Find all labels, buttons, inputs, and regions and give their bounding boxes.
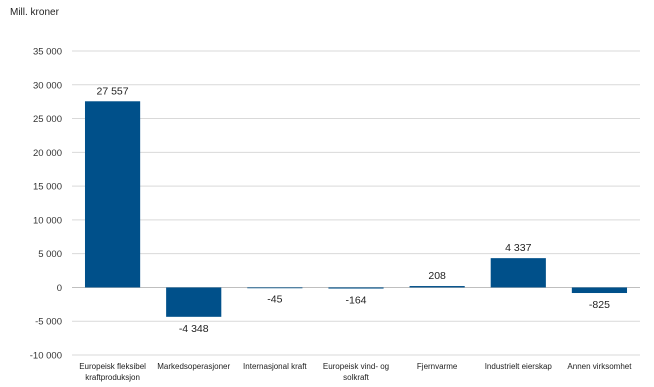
data-label: 4 337 [505, 242, 531, 254]
x-category-label: Europeisk vind- og [323, 362, 389, 371]
y-tick-label: -5 000 [35, 317, 62, 328]
data-label: 208 [428, 270, 446, 282]
data-label: -45 [267, 294, 282, 306]
bar [166, 287, 222, 317]
bar [490, 258, 546, 288]
y-tick-label: 35 000 [33, 47, 62, 58]
x-category-label: solkraft [343, 373, 370, 382]
data-label: -164 [345, 295, 366, 307]
bar [247, 287, 303, 289]
y-axis-unit-label: Mill. kroner [10, 7, 59, 18]
y-tick-label: 5 000 [38, 249, 62, 260]
data-label: -825 [589, 299, 610, 311]
x-category-label: Europeisk fleksibel [79, 362, 146, 371]
x-category-label: Internasjonal kraft [243, 362, 307, 371]
y-tick-label: 30 000 [33, 80, 62, 91]
y-tick-label: 10 000 [33, 215, 62, 226]
bar [571, 287, 628, 294]
x-category-label: Markedsoperasjoner [157, 362, 230, 371]
y-tick-label: 25 000 [33, 114, 62, 125]
bar [409, 286, 465, 288]
y-tick-label: 20 000 [33, 148, 62, 159]
x-category-label: kraftproduksjon [85, 373, 140, 382]
y-tick-label: -10 000 [30, 351, 62, 362]
x-category-label: Fjernvarme [417, 362, 458, 371]
x-category-label: Industrielt eierskap [485, 362, 553, 371]
bar [84, 101, 141, 288]
data-label: 27 557 [97, 85, 129, 97]
data-label: -4 348 [179, 323, 209, 335]
y-tick-label: 0 [57, 283, 62, 294]
bar [328, 287, 384, 289]
x-category-label: Annen virksomhet [567, 362, 632, 371]
y-tick-label: 15 000 [33, 182, 62, 193]
